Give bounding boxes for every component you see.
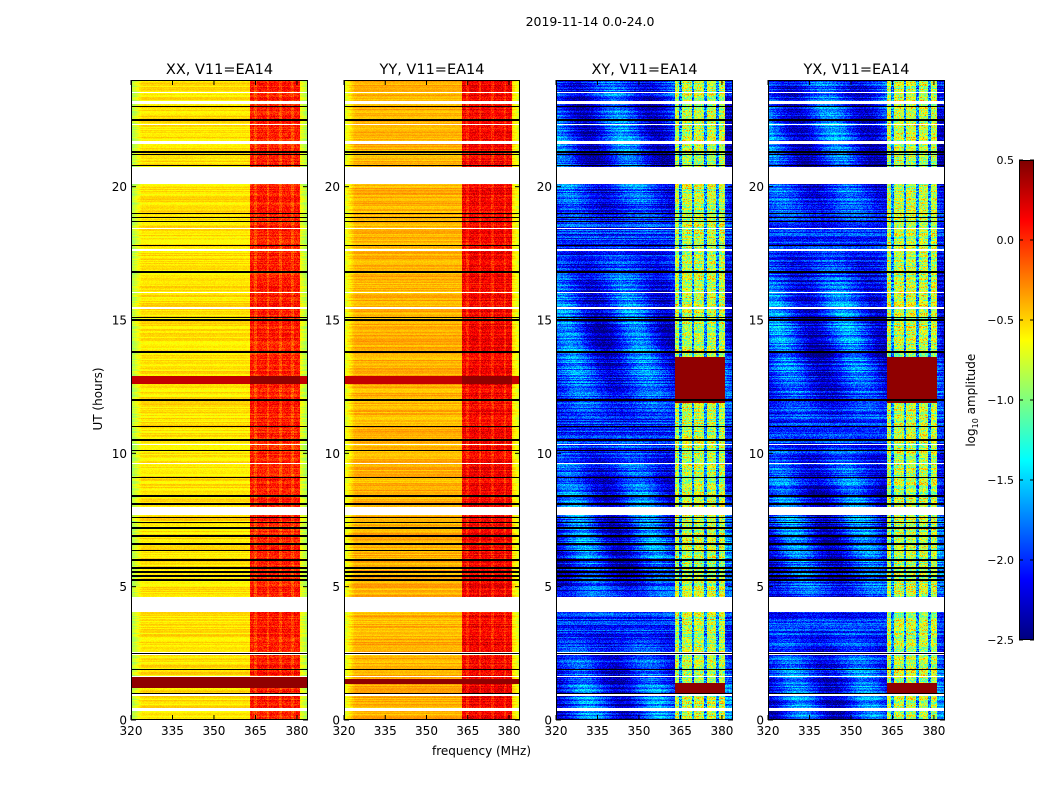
colorbar-tick-label: −1.5 (987, 474, 1014, 487)
y-tick-label: 15 (112, 314, 127, 328)
colorbar-tick-label: −0.5 (987, 314, 1014, 327)
y-tick-label: 20 (749, 180, 764, 194)
panel-title: YX, V11=EA14 (802, 62, 909, 78)
panel-title: YY, V11=EA14 (379, 62, 485, 78)
y-tick-label: 10 (537, 447, 552, 461)
axes-frame (556, 80, 733, 720)
y-tick-label: 15 (749, 314, 764, 328)
heatmap-yx (768, 80, 945, 720)
x-tick-label: 380 (285, 724, 308, 738)
figure-title: 2019-11-14 0.0-24.0 (525, 14, 655, 29)
x-axis-label: frequency (MHz) (432, 744, 532, 758)
colorbar-tick-label: −1.0 (987, 394, 1014, 407)
colorbar-tick-label: 0.5 (997, 154, 1015, 167)
x-tick-label: 365 (244, 724, 267, 738)
colorbar (1019, 160, 1034, 640)
y-tick-label: 0 (332, 714, 340, 728)
panel-title: XY, V11=EA14 (591, 62, 697, 78)
heatmap-yy (344, 80, 520, 720)
x-tick-label: 320 (757, 724, 780, 738)
y-tick-label: 5 (544, 580, 552, 594)
colorbar-tick-label: −2.0 (987, 554, 1014, 567)
x-tick-label: 320 (545, 724, 568, 738)
x-tick-label: 350 (840, 724, 863, 738)
x-tick-label: 335 (374, 724, 397, 738)
x-tick-label: 350 (203, 724, 226, 738)
panel-title: XX, V11=EA14 (166, 62, 273, 78)
y-tick-label: 10 (749, 447, 764, 461)
axes-frame (344, 80, 520, 720)
x-tick-label: 365 (456, 724, 479, 738)
y-tick-label: 0 (119, 714, 127, 728)
x-tick-label: 380 (710, 724, 733, 738)
y-tick-label: 10 (112, 447, 127, 461)
colorbar-tick-label: 0.0 (997, 234, 1015, 247)
x-tick-label: 320 (120, 724, 143, 738)
y-tick-label: 10 (325, 447, 340, 461)
x-tick-label: 365 (669, 724, 692, 738)
y-tick-label: 15 (325, 314, 340, 328)
x-tick-label: 350 (628, 724, 651, 738)
y-tick-label: 20 (112, 180, 127, 194)
y-tick-label: 5 (332, 580, 340, 594)
axes-frame (131, 80, 308, 720)
colorbar-label-sub: 10 (971, 418, 981, 429)
x-tick-label: 335 (798, 724, 821, 738)
x-tick-label: 380 (922, 724, 945, 738)
x-tick-label: 335 (586, 724, 609, 738)
x-tick-label: 380 (498, 724, 521, 738)
y-tick-label: 0 (544, 714, 552, 728)
heatmap-xx (131, 80, 308, 720)
x-tick-label: 365 (881, 724, 904, 738)
y-tick-label: 0 (756, 714, 764, 728)
y-axis-label: UT (hours) (91, 367, 105, 431)
colorbar-label: log10 amplitude (964, 350, 980, 450)
y-tick-label: 20 (537, 180, 552, 194)
colorbar-tick-label: −2.5 (987, 634, 1014, 647)
y-tick-label: 20 (325, 180, 340, 194)
y-tick-label: 5 (119, 580, 127, 594)
x-tick-label: 320 (333, 724, 356, 738)
x-tick-label: 350 (415, 724, 438, 738)
colorbar-label-rest: amplitude (963, 353, 978, 419)
y-tick-label: 15 (537, 314, 552, 328)
colorbar-label-main: log (963, 428, 978, 447)
axes-frame (768, 80, 945, 720)
heatmap-xy (556, 80, 733, 720)
y-tick-label: 5 (756, 580, 764, 594)
x-tick-label: 335 (161, 724, 184, 738)
